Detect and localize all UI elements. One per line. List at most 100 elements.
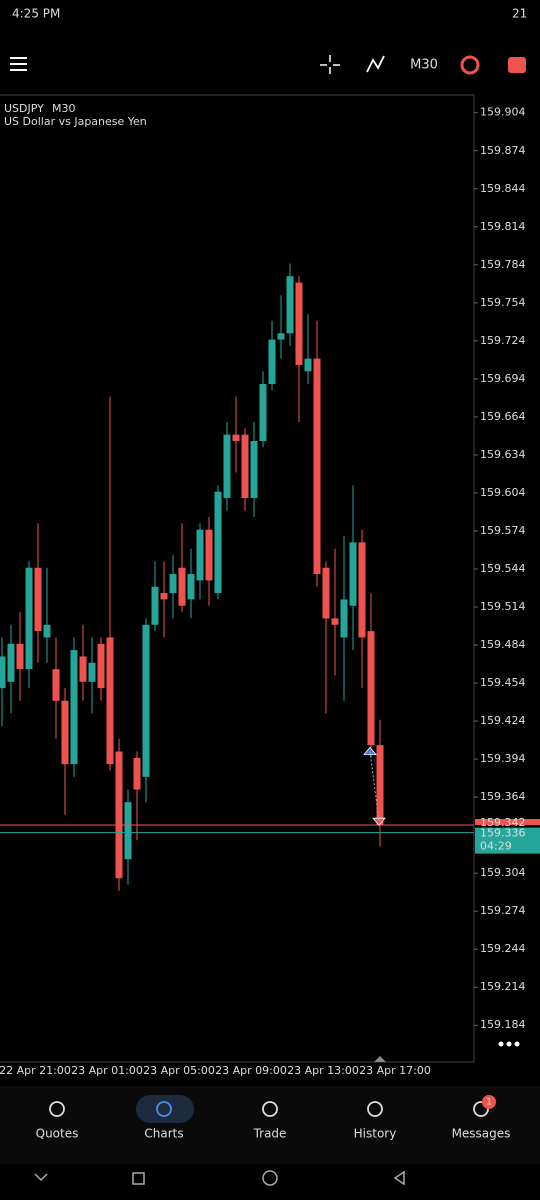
more-dot[interactable]	[498, 1041, 504, 1047]
candle-body	[304, 358, 312, 372]
candle-body	[223, 434, 231, 499]
sys-back-down[interactable]	[34, 1173, 48, 1182]
x-tick-label: 23 Apr 01:00	[71, 1064, 143, 1077]
x-tick-label: 23 Apr 13:00	[287, 1064, 359, 1077]
candle-body	[97, 643, 105, 689]
candle-body	[250, 440, 258, 499]
candle-body	[25, 567, 33, 670]
candle-body	[232, 434, 240, 441]
candle-body	[277, 333, 285, 340]
candle-body	[52, 669, 60, 701]
y-tick-label: 159.904	[480, 106, 526, 119]
candle-body	[214, 491, 222, 594]
objects-icon[interactable]	[460, 55, 480, 75]
ask-label-bg	[475, 827, 540, 854]
nav-label[interactable]: Quotes	[36, 1127, 79, 1141]
battery: 21	[512, 7, 527, 21]
y-tick-label: 159.844	[480, 182, 526, 195]
x-tick-label: 22 Apr 21:00	[0, 1064, 71, 1077]
candle-body	[43, 624, 51, 638]
y-tick-label: 159.304	[480, 866, 526, 879]
nav-icon[interactable]	[367, 1101, 383, 1117]
nav-icon[interactable]	[473, 1101, 489, 1117]
y-tick-label: 159.754	[480, 296, 526, 309]
nav-badge-bg	[482, 1095, 496, 1109]
candle-body	[322, 567, 330, 619]
ask-label: 159.336	[480, 827, 526, 840]
y-tick-label: 159.664	[480, 410, 526, 423]
y-tick-label: 159.784	[480, 258, 526, 271]
menu-icon[interactable]	[10, 57, 27, 71]
nav-label[interactable]: History	[354, 1127, 397, 1141]
candle-body	[34, 567, 42, 632]
candle-body	[331, 618, 339, 625]
candle-body	[169, 574, 177, 594]
y-tick-label: 159.544	[480, 562, 526, 575]
indicator-icon[interactable]	[366, 55, 385, 73]
y-tick-label: 159.244	[480, 942, 526, 955]
nav-icon[interactable]	[49, 1101, 65, 1117]
nav-label[interactable]: Trade	[253, 1127, 287, 1141]
candle-body	[115, 751, 123, 879]
candle-body	[367, 631, 375, 746]
nav-badge: 1	[486, 1098, 492, 1108]
candle-body	[79, 656, 87, 682]
symbol: USDJPY	[4, 102, 44, 115]
candle-body	[358, 542, 366, 638]
status-time: 4:25 PM	[12, 7, 60, 21]
description: US Dollar vs Japanese Yen	[4, 115, 147, 128]
candle-body	[61, 700, 69, 765]
candle-body	[16, 643, 24, 670]
y-tick-label: 159.184	[480, 1018, 526, 1031]
y-tick-label: 159.874	[480, 144, 526, 157]
nav-bar	[0, 1086, 540, 1164]
nav: Quotes Charts Trade History Messages 1	[36, 1095, 511, 1141]
candle-body	[295, 282, 303, 365]
candle-body	[340, 599, 348, 638]
sys-back[interactable]	[393, 1170, 405, 1186]
y-tick-label: 159.694	[480, 372, 526, 385]
y-tick-label: 159.484	[480, 638, 526, 651]
x-tick-label: 23 Apr 09:00	[215, 1064, 287, 1077]
candle-body	[259, 383, 267, 441]
bid-label-bg	[475, 819, 540, 826]
candle-body	[187, 574, 195, 600]
candle-body	[70, 650, 78, 765]
y-tick-label: 159.214	[480, 980, 526, 993]
candle-body	[142, 624, 150, 777]
bar-timer: 04:29	[480, 840, 512, 853]
candle-body	[241, 434, 249, 499]
y-tick-label: 159.394	[480, 752, 526, 765]
y-tick-label: 159.814	[480, 220, 526, 233]
nav-label[interactable]: Charts	[144, 1127, 183, 1141]
sys-home[interactable]	[262, 1170, 278, 1186]
candle-body	[196, 529, 204, 581]
trade-marker	[363, 746, 377, 755]
y-tick-label: 159.364	[480, 790, 526, 803]
trade-icon[interactable]	[508, 57, 526, 73]
sys-recents[interactable]	[132, 1172, 145, 1185]
nav-label[interactable]: Messages	[452, 1127, 511, 1141]
trade-marker	[372, 817, 386, 826]
y-tick-label: 159.274	[480, 904, 526, 917]
candle-body	[133, 757, 141, 790]
chart-timeframe: M30	[52, 102, 76, 115]
crosshair-icon[interactable]	[320, 55, 340, 74]
candle-body	[88, 662, 96, 682]
more-dot[interactable]	[514, 1041, 520, 1047]
candle-body	[151, 586, 159, 625]
y-tick-label: 159.514	[480, 600, 526, 613]
timeframe-button[interactable]: M30	[410, 58, 438, 73]
candle-body	[0, 656, 6, 689]
candle-body	[286, 276, 294, 334]
more-dot[interactable]	[506, 1041, 512, 1047]
candle-body	[7, 643, 15, 682]
nav-icon[interactable]	[262, 1101, 278, 1117]
x-tick-label: 23 Apr 05:00	[143, 1064, 215, 1077]
nav-icon[interactable]	[156, 1101, 172, 1117]
y-tick-label: 159.424	[480, 714, 526, 727]
candle-body	[106, 637, 114, 765]
